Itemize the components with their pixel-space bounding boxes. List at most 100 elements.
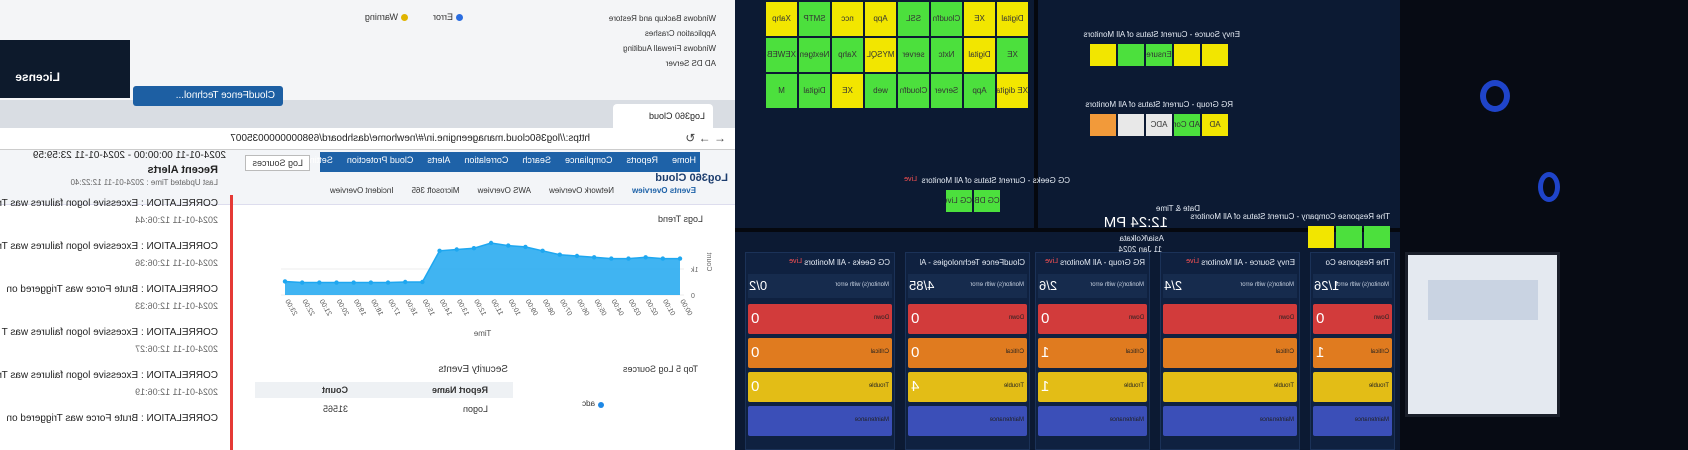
side-screen — [1405, 252, 1560, 417]
widget-title: Top 5 Log Sources — [622, 364, 698, 374]
clock-time: 12:24 PM — [1103, 214, 1168, 231]
status-label: Trouble — [868, 383, 889, 389]
status-tile: CG Live — [946, 190, 972, 212]
browser-tab[interactable]: Log360 Cloud — [613, 104, 713, 128]
status-tile: App — [964, 74, 995, 108]
status-value: 0 — [911, 344, 920, 361]
subnav: Events Overview Network Overview AWS Overv… — [330, 186, 696, 195]
alert-text[interactable]: CORRELATION : Brute Force was Triggered … — [6, 413, 218, 424]
clock-title: Date & Time — [1155, 204, 1200, 213]
status-tile: Server — [931, 74, 962, 108]
status-label: Maintenance — [854, 417, 889, 423]
nav-item[interactable]: Search — [522, 155, 551, 165]
nav-item[interactable]: Reports — [626, 155, 658, 165]
nav-arrows[interactable]: ← → ↻ — [685, 131, 726, 145]
status-value: 0 — [1041, 310, 1050, 327]
point — [591, 255, 597, 260]
url[interactable]: https://log360cloud.manageengine.in/#/ne… — [230, 133, 590, 144]
point — [282, 279, 288, 284]
x-tick-label: 02:00 — [644, 298, 659, 317]
nav-item[interactable]: Correlation — [464, 155, 509, 165]
status-tile: CG DB — [974, 190, 1000, 212]
x-tick-label: 07:00 — [558, 298, 573, 317]
status-tile: XE — [964, 2, 995, 36]
alert-text[interactable]: CORRELATION : Excessive logon failures w… — [1, 327, 218, 338]
live-tag: Live — [1045, 258, 1058, 265]
panel-title: Envy Source - Current Status of All Moni… — [1083, 30, 1240, 39]
column-header: Count — [322, 385, 348, 395]
x-tick-label: 22:00 — [300, 298, 315, 317]
license[interactable]: License — [15, 70, 60, 84]
error-count: 2/4 — [1164, 278, 1183, 293]
alert-time: 2024-01-11 12:06:44 — [135, 215, 218, 225]
point — [403, 279, 408, 285]
error-count: 4/85 — [909, 278, 935, 293]
error-count: 1/26 — [1314, 278, 1340, 293]
point — [454, 247, 459, 252]
nav-item[interactable]: Home — [671, 155, 696, 165]
subnav-item[interactable]: Microsoft 365 — [411, 186, 460, 195]
subnav-item[interactable]: Events Overview — [631, 186, 696, 195]
x-tick-label: 13:00 — [455, 298, 470, 317]
panel-title: RG Group - Current Status of All Monitor… — [1085, 100, 1233, 109]
status-label: Critical — [1370, 349, 1389, 355]
side-screen-block — [1428, 280, 1538, 320]
status-tile: XE digital — [997, 74, 1028, 108]
status-value: 0 — [1316, 310, 1325, 327]
legend-label: adc — [582, 399, 595, 408]
alert-text[interactable]: CORRELATION : Brute Force was Triggered … — [6, 284, 218, 295]
status-value: 0 — [911, 310, 920, 327]
date-range[interactable]: 2024-01-11 00:00:00 - 2024-01-11 23:59:5… — [32, 150, 226, 161]
point — [660, 256, 666, 261]
point — [317, 280, 322, 285]
live-tag: Live — [904, 176, 917, 183]
status-value: 4 — [911, 378, 920, 395]
logs-trend-chart: Logs Trend 0 1k Count 00:0001:0002:0003:0004… — [281, 214, 712, 338]
x-tick-label: 08:00 — [541, 298, 556, 317]
status-tile: ncc — [832, 2, 863, 36]
chart-title: Logs Trend — [658, 214, 703, 224]
x-tick-label: 18:00 — [369, 298, 384, 317]
org-dropdown[interactable]: CloudFence Technol... — [133, 86, 283, 106]
point — [351, 280, 356, 285]
status-label: Critical — [870, 349, 889, 355]
panel-title: CG Geeks - Current Status of All Monitor… — [921, 176, 1071, 185]
status-label: Maintenance — [1109, 417, 1144, 423]
nav: Home Reports Compliance Search Correlation Al… — [300, 155, 696, 165]
status-tile — [1202, 44, 1228, 66]
x-tick-label: 23:00 — [283, 298, 298, 317]
subnav-item[interactable]: Network Overview — [549, 186, 614, 195]
status-row — [1163, 304, 1297, 334]
legend-label: Warning — [364, 12, 398, 22]
alert-text[interactable]: CORRELATION : Excessive logon failures w… — [0, 198, 218, 209]
status-label: Down — [1278, 315, 1294, 321]
status-label: Critical — [1005, 349, 1024, 355]
live-tag: Live — [789, 258, 802, 265]
nav-item[interactable]: Compliance — [564, 155, 613, 165]
status-tile — [1336, 226, 1362, 248]
status-label: Critical — [1125, 349, 1144, 355]
x-tick-label: 03:00 — [627, 298, 642, 317]
alert-text[interactable]: CORRELATION : Excessive logon failures w… — [0, 241, 218, 252]
alert-time: 2024-01-11 12:06:33 — [135, 301, 218, 311]
point — [420, 279, 425, 285]
status-tile: M — [766, 74, 797, 108]
nav-item[interactable]: Alerts — [427, 155, 451, 165]
alert-time: 2024-01-11 12:06:27 — [135, 344, 218, 354]
alert-text[interactable]: CORRELATION : Excessive logon failures w… — [0, 370, 218, 381]
nav-item[interactable]: Cloud Protection — [346, 155, 414, 165]
error-label: Monitor(s) with error — [835, 282, 889, 288]
status-value: 0 — [751, 344, 760, 361]
card-title: CloudFence Technologies - All ... — [920, 258, 1025, 267]
status-tile: AD Conn — [1174, 114, 1200, 136]
x-tick-label: 00:00 — [678, 298, 693, 317]
subnav-item[interactable]: AWS Overview — [477, 186, 532, 195]
subnav-item[interactable]: Incident Overview — [329, 186, 394, 195]
log-sources-button[interactable]: Log Sources — [245, 155, 310, 171]
status-label: Trouble — [1273, 383, 1294, 389]
error-count: 0/2 — [749, 278, 768, 293]
status-tile: XE — [997, 38, 1028, 72]
x-tick-label: 10:00 — [506, 298, 521, 317]
bezel — [1034, 0, 1038, 230]
